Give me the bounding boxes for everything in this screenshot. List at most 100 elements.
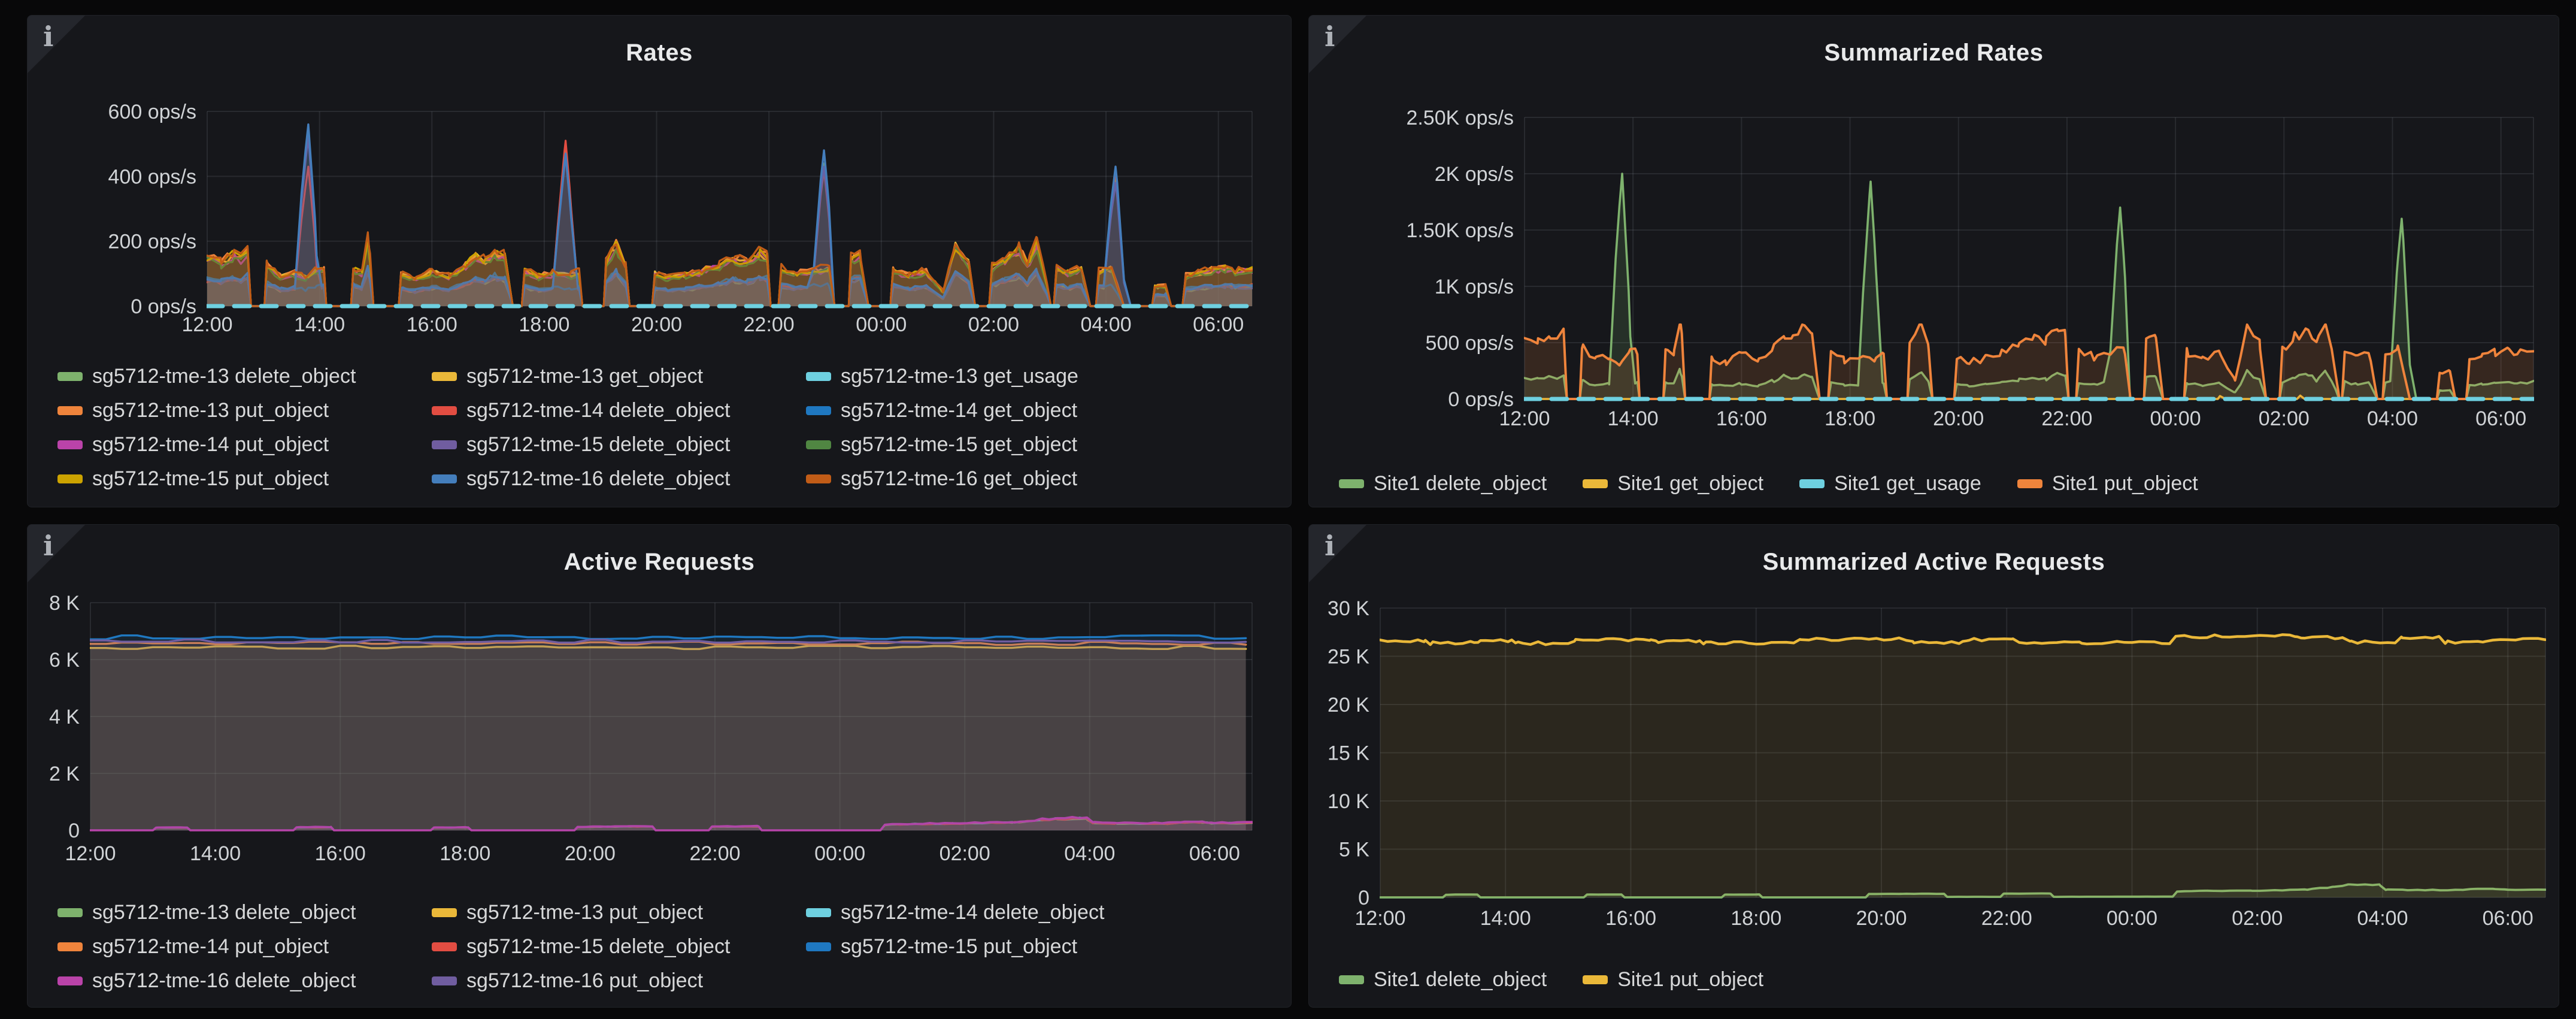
y-axis-label: 500 ops/s [1426,332,1514,355]
y-axis-label: 4 K [49,706,80,728]
series-label: Site1 put_object [2051,472,2198,495]
series-label: sg5712-tme-16 delete_object [92,969,356,992]
series-label: sg5712-tme-15 delete_object [466,433,731,456]
panel-title[interactable]: Summarized Rates [1824,40,2044,66]
legend-item[interactable]: Site1 get_usage [1799,472,1981,495]
x-axis-label: 04:00 [2357,907,2408,930]
legend-item[interactable]: sg5712-tme-16 put_object [432,969,806,993]
series-fill [207,124,1252,306]
series-label: sg5712-tme-13 get_object [466,365,704,388]
x-axis-label: 18:00 [1731,907,1781,930]
legend-item[interactable]: Site1 put_object [1583,968,1763,991]
series-color-swatch [57,406,83,415]
panel-info-corner[interactable] [28,16,85,73]
series-fill [1380,884,2545,897]
x-axis-label: 00:00 [2150,407,2201,430]
series-label: sg5712-tme-13 get_usage [841,365,1078,388]
series-label: sg5712-tme-14 put_object [92,935,329,958]
legend-item[interactable]: sg5712-tme-15 put_object [57,467,432,491]
grid [1380,607,2546,898]
legend-item[interactable]: Site1 delete_object [1339,472,1547,495]
x-axis-label: 20:00 [565,842,616,865]
legend-item[interactable]: Site1 get_object [1583,472,1763,495]
series-label: sg5712-tme-13 put_object [92,399,329,422]
series-fill [90,639,1246,830]
series-color-swatch [806,908,831,917]
legend-item[interactable]: sg5712-tme-15 delete_object [432,433,806,456]
rates-chart: 0 ops/s 200 ops/s 400 ops/s 600 ops/s 12:00 1… [108,101,1253,336]
x-axis-label: 18:00 [440,842,490,865]
series-color-swatch [806,474,831,483]
legend-item[interactable]: sg5712-tme-14 delete_object [806,901,1180,924]
panel-info-corner[interactable] [28,525,85,582]
y-axis-label: 25 K [1328,646,1369,669]
y-axis-label: 2K ops/s [1435,163,1514,186]
series-color-swatch [806,406,831,415]
x-axis-label: 12:00 [1499,407,1550,430]
legend-item[interactable]: sg5712-tme-16 delete_object [432,467,806,491]
legend-item[interactable]: sg5712-tme-15 delete_object [432,935,806,958]
series-fill [90,818,1252,830]
plot-area[interactable] [1525,117,2533,399]
legend-item[interactable]: sg5712-tme-13 delete_object [57,901,432,924]
plot-area[interactable] [90,603,1252,830]
legend-item[interactable]: sg5712-tme-13 put_object [432,901,806,924]
panel-title[interactable]: Rates [626,40,693,66]
series-line [1380,633,2546,646]
series-line [90,816,1253,831]
legend-item[interactable]: Site1 delete_object [1339,968,1547,991]
rates-legend: sg5712-tme-13 delete_object sg5712-tme-13… [57,365,1180,491]
series-line [90,634,1247,640]
series-color-swatch [806,942,831,951]
panel-title[interactable]: Summarized Active Requests [1762,549,2105,575]
legend-item[interactable]: sg5712-tme-13 get_usage [806,365,1180,388]
series-label: Site1 put_object [1617,968,1764,991]
x-axis-label: 00:00 [814,842,865,865]
series-color-swatch [1339,975,1364,984]
panel-info-corner[interactable] [1309,16,1366,73]
legend-item[interactable]: sg5712-tme-14 get_object [806,399,1180,422]
y-axis-label: 200 ops/s [108,231,196,253]
series-label: sg5712-tme-16 put_object [466,969,704,992]
series-color-swatch [57,372,83,381]
legend-item[interactable]: sg5712-tme-14 put_object [57,433,432,456]
x-axis-label: 14:00 [294,313,345,336]
legend-item[interactable]: sg5712-tme-16 delete_object [57,969,432,993]
legend-item[interactable]: sg5712-tme-13 get_object [432,365,806,388]
series-color-swatch [432,908,457,917]
series-color-swatch [1583,479,1608,488]
x-axis-label: 06:00 [1193,313,1244,336]
summarized-active-requests-chart: 0 5 K 10 K 15 K 20 K 25 K 30 K 12:00 14:00 16:00 1… [1328,597,2546,930]
legend-item[interactable]: sg5712-tme-15 put_object [806,935,1180,958]
panel-title[interactable]: Active Requests [563,549,755,575]
legend-item[interactable]: sg5712-tme-16 get_object [806,467,1180,491]
y-axis-label: 2 K [49,763,80,785]
x-axis-label: 04:00 [2367,407,2418,430]
legend-item[interactable]: Site1 put_object [2017,472,2198,495]
plot-area[interactable] [207,111,1252,306]
series-color-swatch [57,908,83,917]
x-axis-label: 12:00 [65,842,116,865]
legend-item[interactable]: sg5712-tme-13 put_object [57,399,432,422]
x-axis-label: 20:00 [1933,407,1984,430]
y-axis-label: 30 K [1328,597,1369,620]
x-axis-label: 22:00 [744,313,795,336]
panel-summarized-rates: i Summarized Rates 0 ops/s 500 ops/s 1K op… [1308,15,2559,507]
x-axis-label: 18:00 [519,313,569,336]
x-axis-label: 16:00 [1716,407,1767,430]
x-axis-label: 12:00 [1354,907,1405,930]
series-label: sg5712-tme-13 delete_object [92,901,356,924]
y-axis-label: 0 [68,820,80,842]
legend-item[interactable]: sg5712-tme-14 put_object [57,935,432,958]
series-label: sg5712-tme-15 get_object [841,433,1078,456]
panel-info-corner[interactable] [1309,525,1366,582]
legend-item[interactable]: sg5712-tme-13 delete_object [57,365,432,388]
y-axis-label: 1.50K ops/s [1406,219,1514,242]
plot-area[interactable] [1380,608,2545,897]
y-axis-label: 600 ops/s [108,101,196,123]
legend-item[interactable]: sg5712-tme-14 delete_object [432,399,806,422]
summarized-rates-chart: 0 ops/s 500 ops/s 1K ops/s 1.50K ops/s 2K op… [1406,107,2534,430]
legend-item[interactable]: sg5712-tme-15 get_object [806,433,1180,456]
y-axis-label: 8 K [49,592,80,615]
